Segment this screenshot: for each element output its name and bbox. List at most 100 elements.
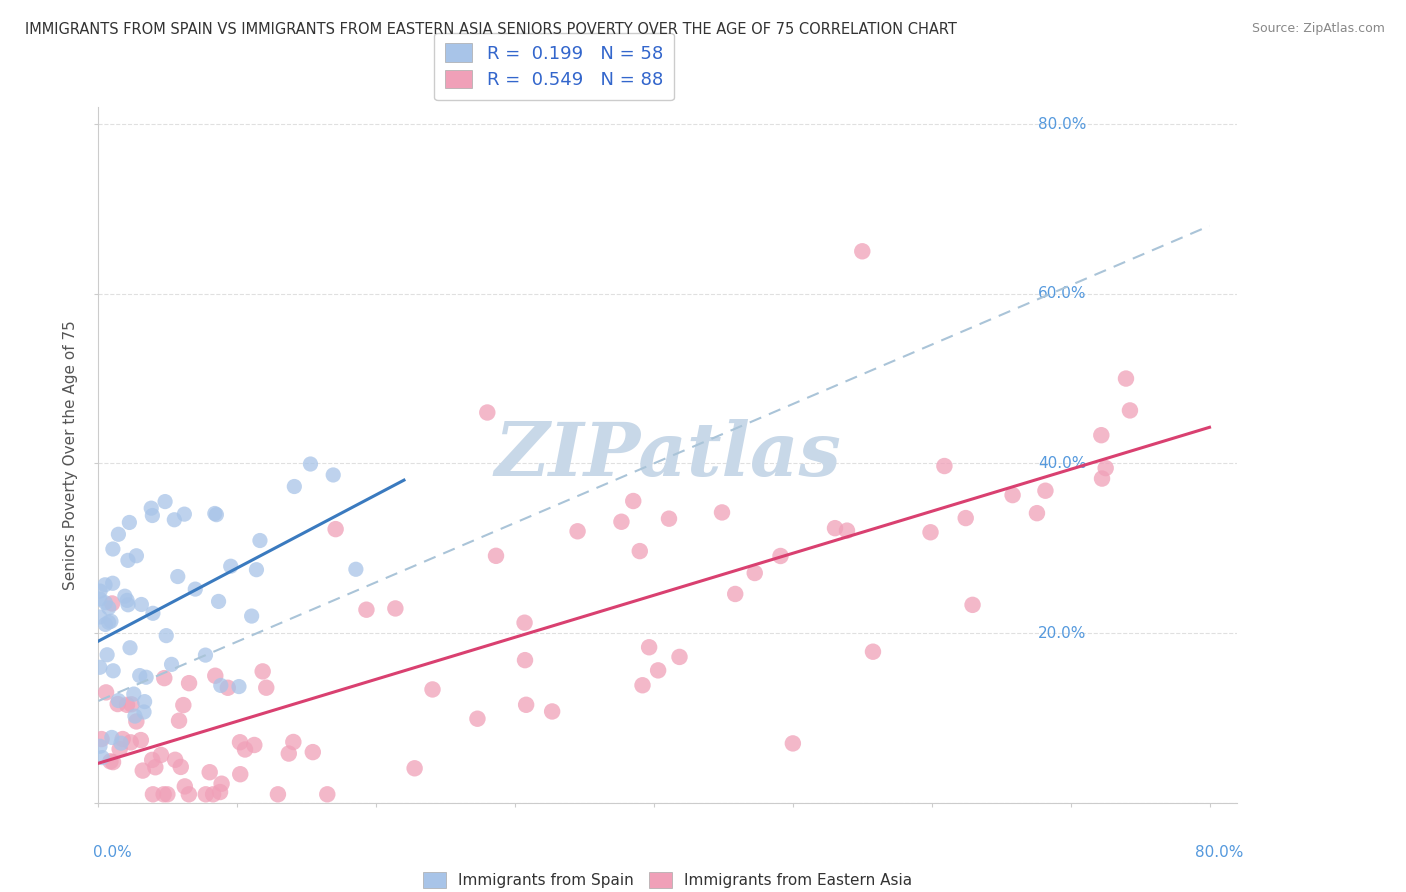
Point xyxy=(128,668,150,682)
Point xyxy=(125,549,148,563)
Point xyxy=(96,648,118,662)
Point xyxy=(135,670,157,684)
Text: 20.0%: 20.0% xyxy=(1038,625,1087,640)
Point xyxy=(541,705,564,719)
Point xyxy=(249,533,271,548)
Point xyxy=(205,508,228,522)
Point xyxy=(228,680,250,694)
Point xyxy=(89,584,111,599)
Point xyxy=(160,657,183,672)
Text: IMMIGRANTS FROM SPAIN VS IMMIGRANTS FROM EASTERN ASIA SENIORS POVERTY OVER THE A: IMMIGRANTS FROM SPAIN VS IMMIGRANTS FROM… xyxy=(25,22,957,37)
Point xyxy=(229,735,252,749)
Point xyxy=(114,589,136,603)
Point xyxy=(101,664,124,678)
Point xyxy=(301,745,323,759)
Point xyxy=(107,697,129,711)
Point xyxy=(167,714,190,728)
Point xyxy=(325,522,347,536)
Point xyxy=(100,755,122,769)
Text: 0.0%: 0.0% xyxy=(93,845,132,860)
Point xyxy=(177,676,200,690)
Point xyxy=(165,753,187,767)
Point xyxy=(835,524,858,538)
Point xyxy=(711,505,734,519)
Point xyxy=(141,753,163,767)
Point xyxy=(252,665,274,679)
Point xyxy=(638,640,661,655)
Point xyxy=(628,544,651,558)
Point xyxy=(118,516,141,530)
Point xyxy=(101,731,124,745)
Point xyxy=(204,669,226,683)
Point xyxy=(142,787,165,801)
Text: ZIPatlas: ZIPatlas xyxy=(495,418,841,491)
Point xyxy=(153,671,176,685)
Point xyxy=(101,541,124,556)
Point xyxy=(384,601,406,615)
Point xyxy=(89,592,111,607)
Point xyxy=(955,511,977,525)
Point xyxy=(142,607,165,621)
Point xyxy=(143,760,166,774)
Point xyxy=(209,678,232,692)
Point xyxy=(621,494,644,508)
Y-axis label: Seniors Poverty Over the Age of 75: Seniors Poverty Over the Age of 75 xyxy=(63,320,79,590)
Point xyxy=(141,501,163,516)
Point xyxy=(647,664,669,678)
Point xyxy=(89,610,111,624)
Point xyxy=(107,693,129,707)
Point xyxy=(782,736,804,750)
Point xyxy=(129,733,152,747)
Point xyxy=(404,761,426,775)
Point xyxy=(209,785,232,799)
Point xyxy=(610,515,633,529)
Point xyxy=(131,598,153,612)
Point xyxy=(111,732,134,747)
Point xyxy=(299,457,322,471)
Point xyxy=(155,629,177,643)
Point xyxy=(120,735,142,749)
Point xyxy=(101,755,124,769)
Point xyxy=(94,617,117,632)
Point xyxy=(207,594,229,608)
Point xyxy=(217,681,239,695)
Text: 40.0%: 40.0% xyxy=(1038,456,1087,471)
Point xyxy=(97,615,120,630)
Point xyxy=(243,738,266,752)
Point xyxy=(769,549,792,563)
Point xyxy=(283,479,305,493)
Point xyxy=(125,714,148,729)
Point xyxy=(1119,403,1142,417)
Point xyxy=(724,587,747,601)
Point xyxy=(920,525,942,540)
Point xyxy=(115,593,138,607)
Point xyxy=(204,507,226,521)
Point xyxy=(356,603,378,617)
Point xyxy=(219,559,242,574)
Text: 80.0%: 80.0% xyxy=(1195,845,1243,860)
Point xyxy=(89,660,111,674)
Point xyxy=(121,698,143,712)
Point xyxy=(124,709,146,723)
Point xyxy=(110,736,132,750)
Point xyxy=(229,767,252,781)
Point xyxy=(824,521,846,535)
Point xyxy=(117,598,139,612)
Point xyxy=(513,615,536,630)
Point xyxy=(862,645,884,659)
Point xyxy=(1090,428,1112,442)
Point xyxy=(668,649,690,664)
Point xyxy=(141,508,163,523)
Point xyxy=(172,698,194,712)
Point xyxy=(122,687,145,701)
Point xyxy=(267,787,290,801)
Point xyxy=(173,780,195,794)
Point xyxy=(567,524,589,539)
Point xyxy=(101,597,124,611)
Point xyxy=(184,582,207,596)
Point xyxy=(211,777,233,791)
Point xyxy=(1026,506,1049,520)
Point xyxy=(422,682,444,697)
Point xyxy=(744,566,766,580)
Point xyxy=(513,653,536,667)
